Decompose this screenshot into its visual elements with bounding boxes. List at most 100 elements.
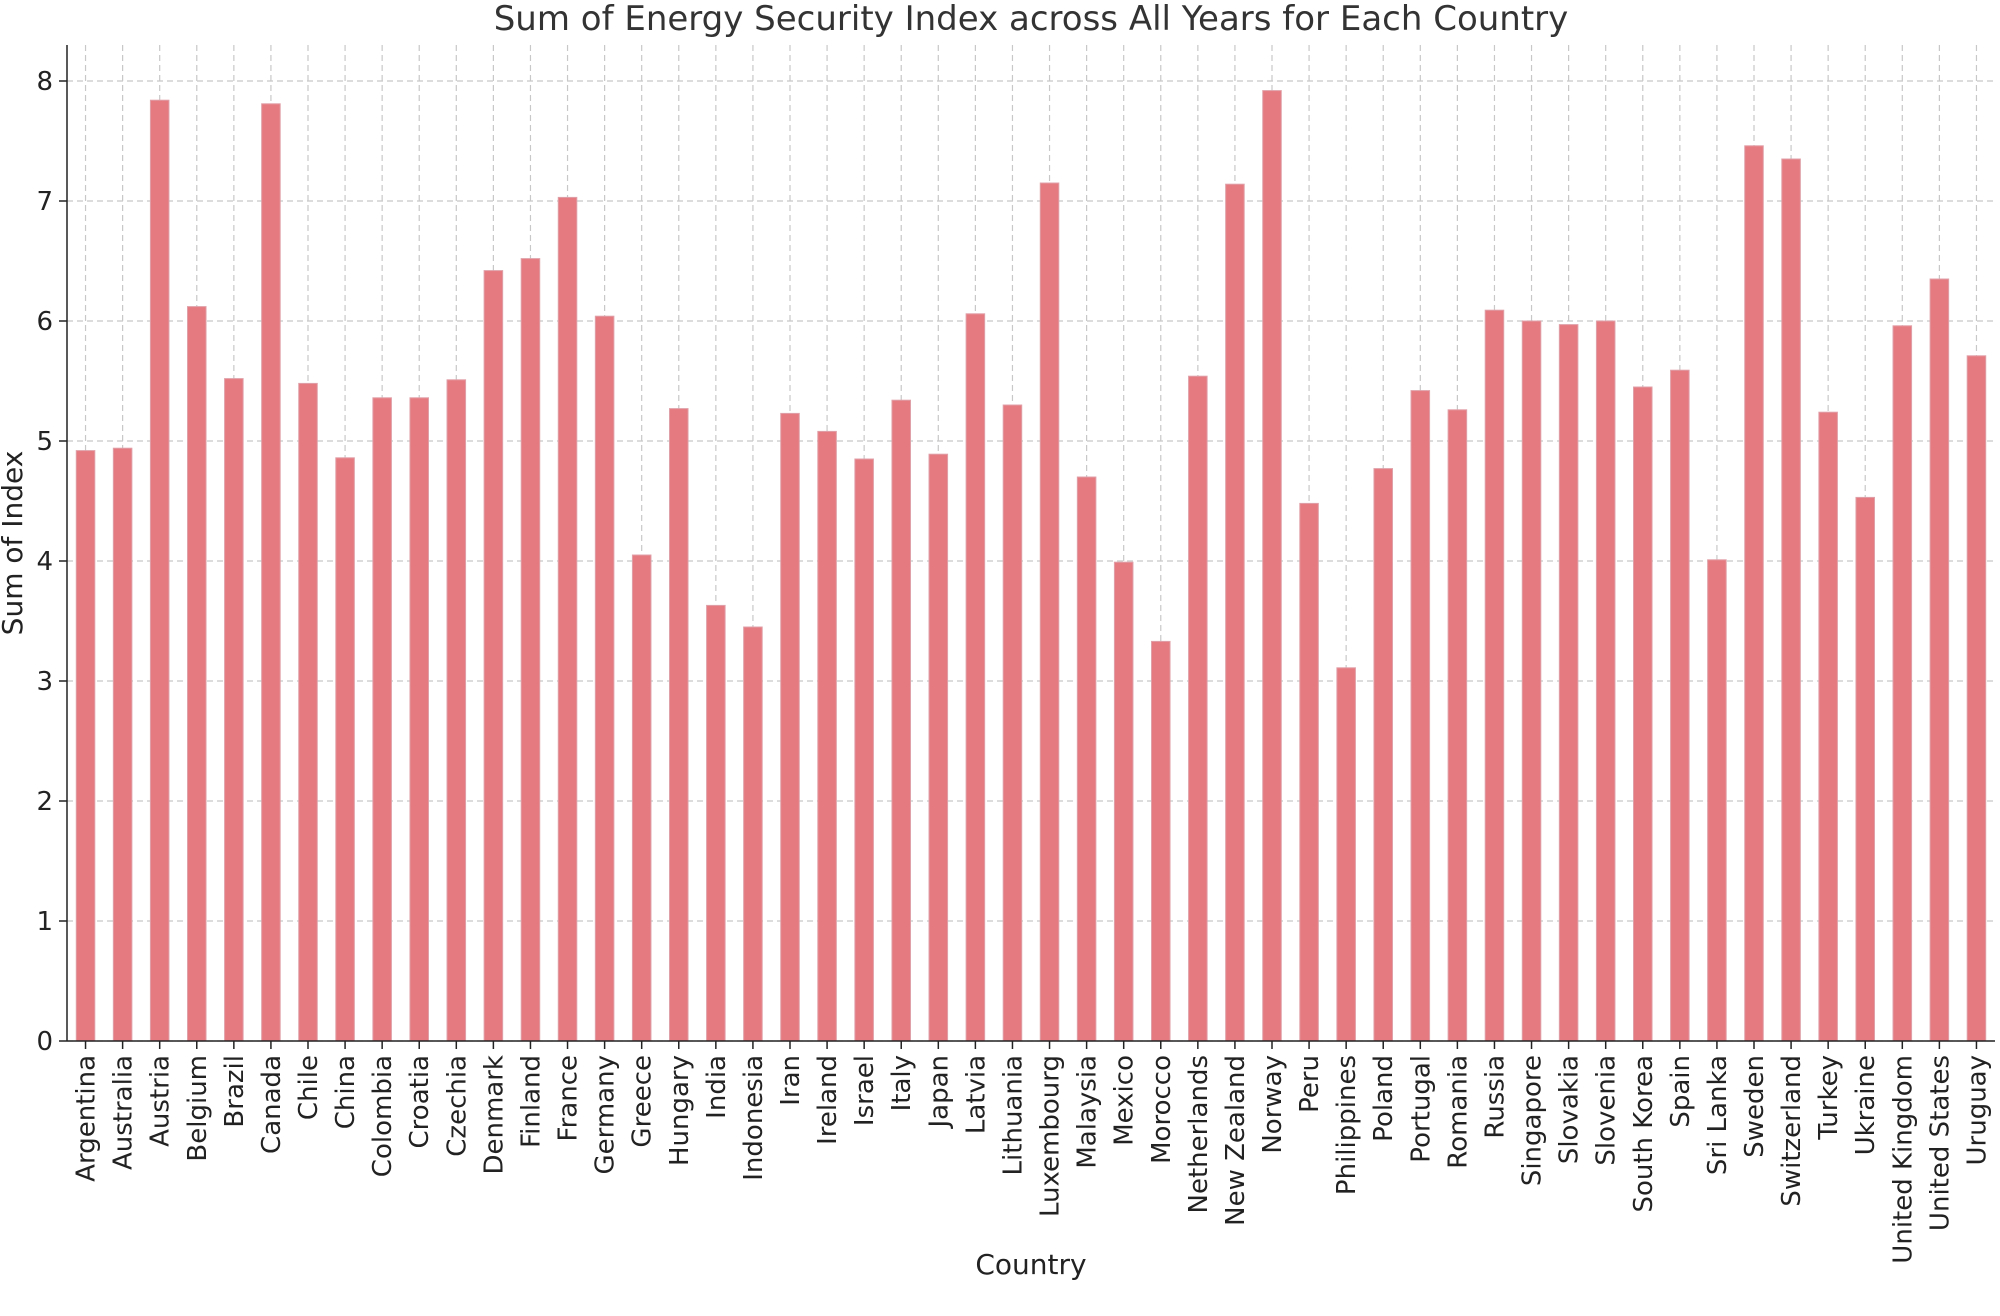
x-tick-label: Greece (628, 1055, 658, 1148)
x-tick-label: Netherlands (1184, 1055, 1214, 1214)
x-tick-label: Uruguay (1962, 1055, 1992, 1166)
bar (224, 378, 244, 1042)
chart-title: Sum of Energy Security Index across All … (494, 0, 1569, 39)
x-tick-label: France (554, 1055, 584, 1141)
bar (1892, 325, 1913, 1042)
bar (446, 379, 467, 1042)
x-tick-label: Mexico (1110, 1055, 1140, 1146)
x-tick-label: Austria (146, 1055, 176, 1147)
bar (298, 382, 318, 1042)
x-tick-label: Czechia (442, 1055, 472, 1157)
x-tick-label: Luxembourg (1036, 1055, 1066, 1217)
bar (1299, 502, 1319, 1042)
x-tick-label: Morocco (1147, 1055, 1177, 1164)
bar (1373, 468, 1394, 1042)
y-tick-label: 1 (36, 907, 53, 937)
x-tick-label: Colombia (368, 1055, 398, 1177)
bar (1595, 320, 1616, 1042)
x-tick-label: Japan (924, 1055, 954, 1130)
bar (854, 458, 874, 1042)
x-tick-label: Ireland (813, 1055, 843, 1145)
x-tick-label: Israel (850, 1055, 880, 1126)
x-tick-label: Chile (294, 1055, 324, 1120)
bar (149, 99, 170, 1042)
y-tick-label: 2 (36, 787, 53, 817)
bar (1188, 375, 1208, 1042)
x-tick-label: Philippines (1332, 1055, 1362, 1195)
x-tick-label: New Zealand (1221, 1055, 1251, 1226)
bar (1633, 386, 1653, 1042)
grid-layer (67, 45, 1995, 1042)
x-tick-label: Canada (257, 1055, 287, 1154)
x-tick-label: Belgium (183, 1055, 213, 1162)
axis-layer (66, 45, 1995, 1042)
bar (187, 306, 207, 1042)
bar (1039, 182, 1060, 1042)
bar-layer (75, 90, 1987, 1042)
bar (706, 604, 726, 1042)
x-tick-label: Hungary (665, 1055, 695, 1166)
y-tick-label: 3 (36, 667, 53, 697)
bar (557, 196, 578, 1042)
x-tick-label: Denmark (479, 1055, 509, 1175)
bar (594, 315, 615, 1042)
bar (1744, 145, 1764, 1042)
y-tick-label: 6 (36, 307, 53, 337)
x-tick-label: Brazil (220, 1055, 250, 1128)
bar (1966, 355, 1987, 1042)
x-tick-label: China (331, 1055, 361, 1129)
x-tick-label: India (702, 1055, 732, 1119)
bar (1929, 278, 1950, 1042)
x-tick-label: Argentina (72, 1055, 102, 1182)
bar (965, 313, 986, 1042)
bar (743, 626, 763, 1042)
y-tick-label: 4 (36, 547, 53, 577)
bar (780, 412, 800, 1042)
y-axis-label: Sum of Index (0, 451, 29, 636)
x-tick-label: Iran (776, 1055, 806, 1106)
y-tick-label: 0 (36, 1027, 53, 1057)
y-tick-label: 8 (36, 67, 53, 97)
bar (409, 397, 430, 1042)
x-tick-label: Malaysia (1073, 1055, 1103, 1169)
bar (1855, 496, 1876, 1042)
x-tick-label: Sweden (1740, 1055, 1770, 1158)
bar (1670, 369, 1690, 1042)
bar (1818, 411, 1838, 1042)
x-tick-label: Switzerland (1777, 1055, 1807, 1207)
bar (1410, 390, 1431, 1042)
bar (1521, 320, 1542, 1042)
x-tick-label: Sri Lanka (1703, 1055, 1733, 1175)
bar (261, 103, 281, 1042)
x-tick-layer: Argentina Australia Austria Belgium Brazil Ca… (72, 1041, 1992, 1264)
x-tick-label: South Korea (1629, 1055, 1659, 1213)
bar (1076, 476, 1097, 1042)
x-tick-label: Spain (1666, 1055, 1696, 1128)
x-tick-label: United Kingdom (1888, 1055, 1918, 1264)
bar (1447, 409, 1468, 1042)
bar (520, 258, 541, 1042)
x-tick-label: Germany (591, 1055, 621, 1175)
x-tick-label: Russia (1480, 1055, 1510, 1139)
y-tick-label: 7 (36, 187, 53, 217)
bar (1002, 404, 1023, 1042)
bar (669, 408, 689, 1042)
bar (1113, 561, 1134, 1042)
x-tick-label: Finland (516, 1055, 546, 1148)
x-tick-label: Singapore (1518, 1055, 1548, 1186)
bar (1558, 324, 1579, 1042)
bar (372, 397, 392, 1042)
x-tick-label: Slovakia (1555, 1055, 1585, 1164)
bar (928, 453, 949, 1042)
x-tick-label: Italy (887, 1055, 917, 1111)
bar (1262, 90, 1282, 1042)
bar (335, 457, 355, 1042)
x-tick-label: Poland (1369, 1055, 1399, 1142)
x-tick-label: United States (1925, 1055, 1955, 1231)
bar (891, 399, 912, 1042)
x-tick-label: Romania (1443, 1055, 1473, 1169)
y-tick-layer: 0 1 2 3 4 5 6 7 8 (36, 67, 67, 1057)
bar (75, 450, 96, 1042)
bar (1707, 559, 1727, 1042)
